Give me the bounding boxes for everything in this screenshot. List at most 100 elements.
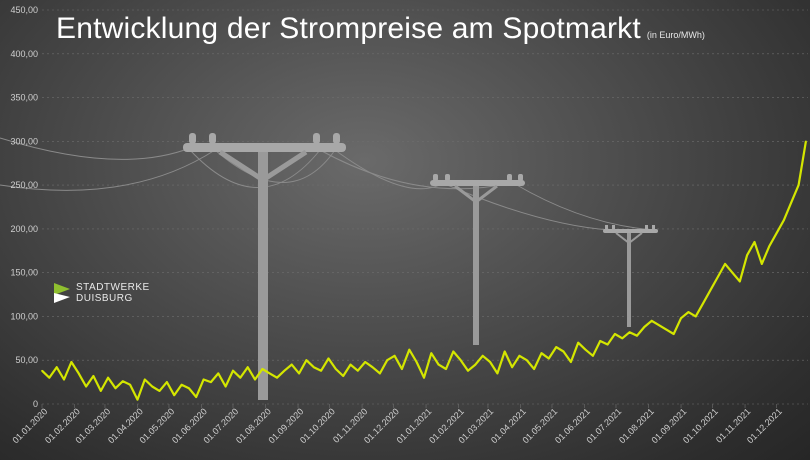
chart-title-text: Entwicklung der Strompreise am Spotmarkt	[56, 12, 641, 45]
data-point	[136, 398, 139, 401]
insulator	[652, 225, 655, 230]
data-point	[232, 369, 234, 372]
data-point	[775, 232, 778, 235]
data-point	[290, 363, 293, 366]
data-point	[188, 387, 190, 390]
data-point	[790, 201, 793, 204]
data-point	[85, 385, 87, 388]
data-point	[746, 254, 748, 256]
data-point	[467, 369, 469, 372]
data-point	[276, 376, 278, 379]
power-line	[189, 149, 321, 188]
data-point	[694, 315, 697, 318]
data-point	[724, 263, 726, 265]
y-tick-label: 400,00	[10, 49, 38, 59]
insulator	[333, 133, 340, 144]
data-point	[570, 361, 572, 363]
data-point	[650, 320, 653, 322]
data-point	[768, 245, 770, 248]
data-point	[210, 381, 212, 383]
power-line	[214, 149, 336, 183]
data-point	[298, 372, 300, 375]
data-point	[525, 359, 528, 362]
data-point	[430, 352, 433, 355]
data-point	[320, 369, 322, 372]
x-axis: 01.01.202001.02.202001.03.202001.04.2020…	[10, 404, 784, 445]
data-point	[702, 302, 704, 305]
data-point	[239, 376, 242, 379]
logo-text: STADTWERKE DUISBURG	[76, 282, 150, 304]
data-point	[386, 359, 389, 362]
data-point	[518, 355, 521, 357]
data-point	[261, 368, 264, 370]
power-line	[319, 149, 516, 190]
data-point	[114, 387, 117, 390]
data-point	[687, 311, 690, 313]
power-line	[444, 183, 611, 231]
power-line	[0, 137, 191, 160]
data-point	[496, 372, 499, 375]
insulator	[605, 225, 608, 230]
pole-crossarm	[603, 229, 658, 233]
data-point	[797, 184, 800, 186]
data-point	[408, 348, 411, 351]
power-line	[0, 149, 216, 191]
data-point	[555, 346, 557, 348]
data-point	[562, 350, 565, 353]
data-point	[121, 380, 124, 383]
data-point	[166, 381, 168, 383]
data-point	[144, 378, 146, 381]
data-point	[599, 340, 602, 342]
data-point	[217, 372, 220, 375]
grid	[42, 9, 808, 405]
data-point	[437, 363, 440, 366]
data-point	[180, 383, 183, 386]
data-point	[665, 328, 668, 331]
data-point	[312, 366, 315, 369]
logo-line-1: STADTWERKE	[76, 282, 150, 293]
power-line	[334, 149, 446, 190]
data-point	[592, 355, 594, 357]
data-point	[158, 390, 161, 392]
data-point	[379, 372, 381, 375]
data-point	[474, 363, 477, 366]
data-point	[327, 357, 330, 360]
data-point	[55, 366, 58, 369]
y-tick-label: 350,00	[10, 93, 38, 103]
y-tick-label: 150,00	[10, 268, 38, 278]
data-point	[364, 361, 366, 363]
pole-brace	[454, 184, 498, 204]
data-point	[423, 376, 425, 379]
data-point	[283, 369, 286, 372]
y-tick-label: 50,00	[15, 355, 38, 365]
data-point	[151, 385, 153, 388]
data-point	[533, 368, 535, 370]
data-point	[783, 219, 785, 221]
data-point	[584, 348, 587, 351]
data-point	[621, 337, 624, 340]
data-point	[173, 394, 176, 397]
data-point	[335, 368, 337, 370]
data-point	[606, 343, 609, 346]
logo-line-2: DUISBURG	[76, 293, 133, 304]
insulator	[189, 133, 196, 144]
data-point	[459, 359, 462, 362]
price-line	[41, 141, 807, 401]
power-pole-medium	[473, 185, 479, 345]
data-point	[540, 352, 543, 355]
y-tick-label: 250,00	[10, 180, 38, 190]
data-point	[753, 241, 756, 243]
data-point	[349, 363, 352, 366]
data-point	[738, 280, 741, 283]
data-point	[511, 366, 513, 369]
data-point	[445, 368, 447, 370]
y-tick-label: 450,00	[10, 5, 38, 15]
insulator	[313, 133, 320, 144]
data-point	[452, 350, 455, 353]
data-point	[672, 333, 675, 335]
insulator	[507, 174, 512, 181]
pole-crossarm	[183, 143, 346, 152]
y-tick-label: 200,00	[10, 224, 38, 234]
data-point	[202, 378, 205, 381]
